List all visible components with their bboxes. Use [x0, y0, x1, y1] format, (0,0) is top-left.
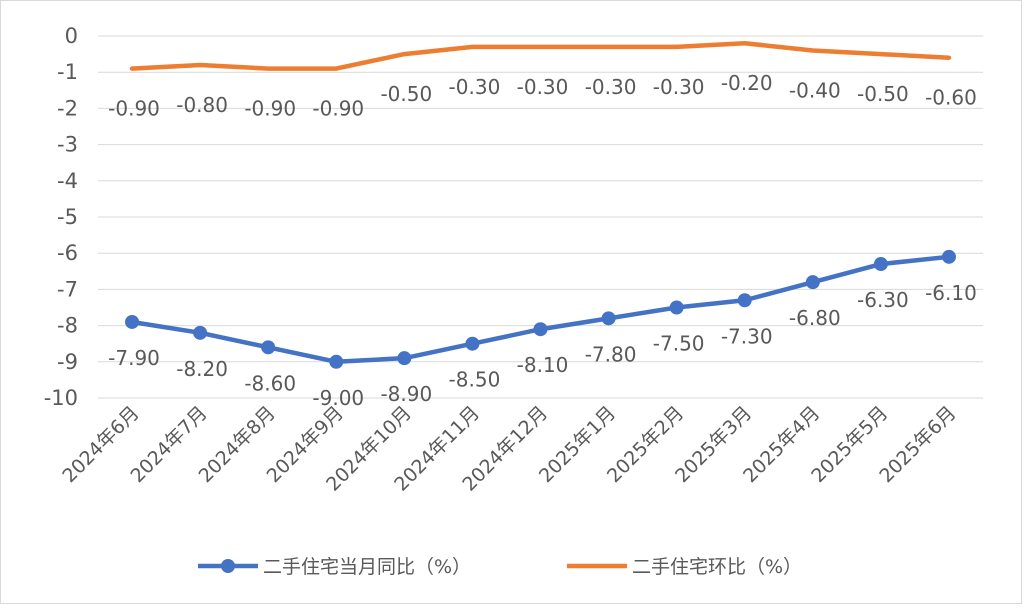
y-tick-label: -5 — [57, 205, 78, 229]
data-point-series-0 — [533, 322, 548, 337]
y-tick-label: -1 — [57, 60, 78, 84]
data-point-series-0 — [329, 354, 344, 369]
data-point-series-0 — [601, 311, 616, 326]
data-label-series-1: -0.40 — [789, 78, 841, 102]
data-label-series-1: -0.50 — [380, 82, 432, 106]
data-point-series-0 — [669, 300, 684, 315]
data-label-series-0: -8.90 — [380, 382, 432, 406]
data-label-series-1: -0.50 — [857, 82, 909, 106]
y-tick-label: -10 — [44, 386, 78, 410]
data-label-series-1: -0.90 — [312, 97, 364, 121]
data-label-series-0: -8.50 — [449, 368, 501, 392]
data-label-series-1: -0.30 — [585, 75, 637, 99]
y-tick-label: -4 — [57, 169, 78, 193]
data-label-series-0: -7.90 — [108, 346, 160, 370]
data-point-series-0 — [397, 351, 412, 366]
data-label-series-1: -0.30 — [517, 75, 569, 99]
y-tick-label: -8 — [57, 314, 78, 338]
data-point-series-0 — [941, 249, 956, 264]
data-label-series-0: -8.20 — [176, 357, 228, 381]
data-label-series-0: -7.30 — [721, 324, 773, 348]
series-layer — [125, 40, 956, 369]
legend: 二手住宅当月同比（%） 二手住宅环比（%） — [198, 556, 802, 578]
legend-label-series-0: 二手住宅当月同比（%） — [263, 556, 471, 578]
y-tick-label: -2 — [57, 96, 78, 120]
data-label-series-0: -6.80 — [789, 306, 841, 330]
data-label-series-0: -7.80 — [585, 342, 637, 366]
data-label-series-1: -0.90 — [244, 97, 296, 121]
data-label-series-0: -8.10 — [517, 353, 569, 377]
data-point-series-0 — [465, 336, 480, 351]
data-label-series-1: -0.90 — [108, 97, 160, 121]
data-label-series-1: -0.80 — [176, 93, 228, 117]
data-label-series-1: -0.20 — [721, 71, 773, 95]
data-point-series-0 — [125, 314, 140, 329]
y-tick-label: -7 — [57, 277, 78, 301]
y-tick-label: -3 — [57, 133, 78, 157]
data-label-series-1: -0.30 — [449, 75, 501, 99]
data-label-series-0: -8.60 — [244, 371, 296, 395]
data-point-series-0 — [261, 340, 276, 355]
x-axis-ticks: 2024年6月2024年7月2024年8月2024年9月2024年10月2024… — [58, 402, 960, 496]
y-tick-label: -6 — [57, 241, 78, 265]
data-point-series-0 — [873, 257, 888, 272]
data-label-series-0: -7.50 — [653, 332, 705, 356]
data-point-series-0 — [737, 293, 752, 308]
data-point-series-0 — [805, 275, 820, 290]
data-point-series-0 — [193, 325, 208, 340]
data-labels-layer: -7.90 -8.20 -8.60 -9.00 -8.90 -8.50 -8.10 -7.80… — [108, 71, 977, 410]
legend-marker-series-0 — [221, 559, 235, 573]
y-axis-ticks: 0 -1 -2 -3 -4 -5 -6 -7 -8 -9 -10 — [44, 24, 78, 410]
legend-label-series-1: 二手住宅环比（%） — [632, 556, 802, 578]
data-label-series-0: -9.00 — [312, 386, 364, 410]
series-line-1 — [129, 40, 952, 71]
data-label-series-0: -6.30 — [857, 288, 909, 312]
data-label-series-0: -6.10 — [925, 281, 977, 305]
y-tick-label: 0 — [65, 24, 78, 48]
data-label-series-1: -0.30 — [653, 75, 705, 99]
data-label-series-1: -0.60 — [925, 86, 977, 110]
y-tick-label: -9 — [57, 350, 78, 374]
